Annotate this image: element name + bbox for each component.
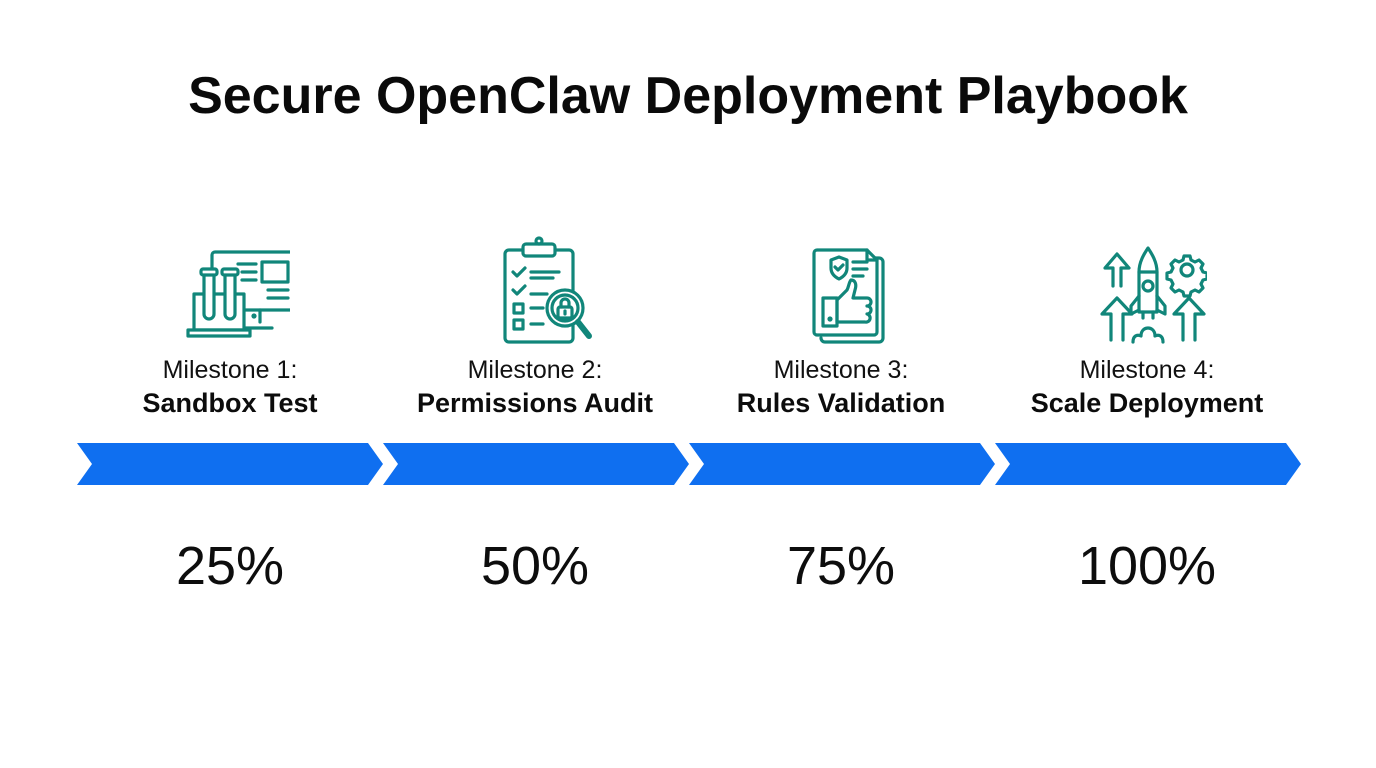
chevron-segment-2: [383, 443, 689, 485]
milestone-4-name: Scale Deployment: [1030, 388, 1264, 418]
milestone-4-percent: 100%: [1077, 536, 1217, 596]
chevron-segment-1: [77, 443, 383, 485]
milestone-1-label: Milestone 1:: [162, 356, 298, 384]
clipboard-lock-magnifier-icon: [475, 236, 595, 344]
document-shield-thumbs-up-icon: [781, 236, 901, 344]
milestone-4: Milestone 4: Scale Deployment: [994, 236, 1300, 420]
milestone-1-name: Sandbox Test: [142, 388, 318, 418]
milestone-4-label: Milestone 4:: [1079, 356, 1215, 384]
milestone-2-name: Permissions Audit: [416, 388, 654, 418]
progress-chevron-bar: [0, 443, 1376, 485]
page-title: Secure OpenClaw Deployment Playbook: [188, 67, 1188, 125]
milestone-3-label: Milestone 3:: [773, 356, 909, 384]
milestone-2: Milestone 2: Permissions Audit: [382, 236, 688, 420]
milestone-3: Milestone 3: Rules Validation: [688, 236, 994, 420]
chevron-segment-3: [689, 443, 995, 485]
milestone-1: Milestone 1: Sandbox Test: [77, 236, 383, 420]
chevron-segment-4: [995, 443, 1301, 485]
rocket-arrows-gear-icon: [1087, 236, 1207, 344]
milestone-3-percent: 75%: [786, 536, 896, 596]
test-tubes-monitor-icon: [170, 236, 290, 344]
milestone-3-name: Rules Validation: [736, 388, 946, 418]
milestone-2-label: Milestone 2:: [467, 356, 603, 384]
milestone-1-percent: 25%: [175, 536, 285, 596]
milestone-2-percent: 50%: [480, 536, 590, 596]
